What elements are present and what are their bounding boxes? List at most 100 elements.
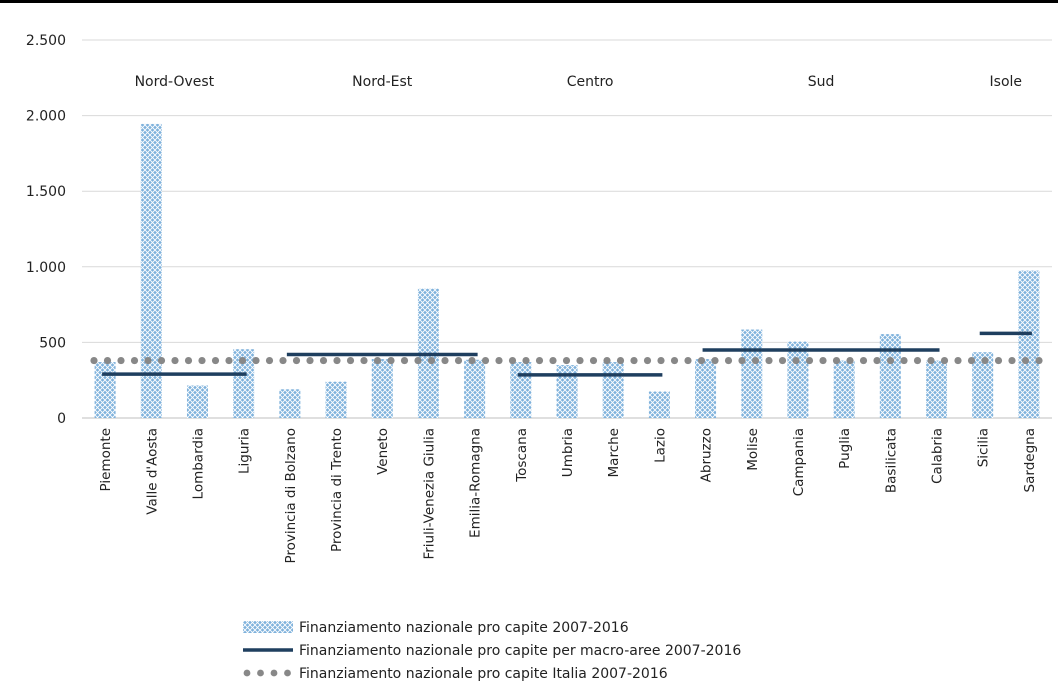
macro-area-lines	[102, 331, 1032, 377]
italy-average-dot	[468, 356, 476, 365]
italy-average-dot	[778, 356, 787, 365]
x-tick-label: Molise	[745, 428, 761, 471]
italy-average-dot	[441, 356, 449, 365]
macro-area-label: Sud	[808, 74, 835, 90]
bar	[972, 352, 994, 418]
bar	[787, 341, 809, 418]
x-tick-label: Lombardia	[190, 428, 206, 499]
italy-average-dot	[427, 356, 436, 365]
italy-average-dot	[684, 356, 692, 365]
italy-average-dot	[360, 356, 368, 365]
italy-average-dot	[387, 356, 395, 365]
x-tick-label: Campania	[791, 428, 807, 496]
italy-average-dot	[832, 356, 841, 365]
italy-average-dot	[103, 356, 112, 365]
italy-average-dot	[171, 356, 179, 365]
bar	[602, 362, 624, 418]
italy-average-dot	[697, 356, 706, 365]
italy-average-dot	[252, 356, 260, 365]
bar	[879, 334, 901, 418]
x-tick-label: Puglia	[837, 428, 853, 469]
italy-average-dot	[562, 356, 571, 365]
italy-average-dot	[319, 356, 328, 365]
italy-average-dot	[535, 356, 544, 365]
x-tick-label: Sardegna	[1022, 428, 1038, 492]
italy-average-dot	[495, 356, 503, 365]
legend-swatch-italy	[284, 669, 291, 677]
bar	[279, 389, 301, 418]
macro-area-label: Isole	[990, 74, 1023, 90]
italy-average-dot	[657, 356, 665, 365]
legend-label: Finanziamento nazionale pro capite Itali…	[299, 666, 668, 682]
italy-average-dot	[927, 356, 935, 365]
x-tick-label: Calabria	[930, 428, 946, 484]
bar	[556, 365, 578, 418]
italy-average-dot	[346, 356, 355, 365]
italy-average-dot	[454, 356, 463, 365]
italy-average-dot	[751, 356, 760, 365]
y-tick-label: 2.500	[26, 33, 66, 49]
x-tick-label: Piemonte	[98, 428, 114, 491]
legend-label: Finanziamento nazionale pro capite 2007-…	[299, 620, 629, 636]
bar	[464, 359, 486, 418]
bar	[140, 123, 162, 418]
x-tick-label: Emilia-Romagna	[468, 428, 484, 538]
italy-average-dot	[144, 356, 152, 365]
italy-average-dot	[508, 356, 517, 365]
italy-average-dot	[724, 356, 733, 365]
y-tick-label: 1.000	[26, 260, 66, 276]
x-axis: Piemonte Valle d'Aosta Lombardia Liguria Pro…	[98, 428, 1038, 564]
italy-average-dot	[333, 356, 341, 365]
legend-swatch-italy	[257, 669, 264, 677]
italy-average-dot	[373, 356, 382, 365]
x-tick-label: Marche	[606, 428, 622, 477]
italy-average-dot	[279, 356, 287, 365]
bar	[741, 329, 763, 418]
bar	[233, 349, 255, 418]
italy-average-dot	[967, 356, 976, 365]
italy-average-dot	[954, 356, 962, 365]
macro-area-label: Centro	[567, 74, 614, 90]
y-tick-label: 500	[39, 335, 66, 351]
bar	[371, 359, 393, 418]
x-tick-label: Basilicata	[883, 428, 899, 493]
legend-swatch-italy	[270, 669, 278, 677]
italy-average-dot	[589, 356, 598, 365]
bar	[1018, 270, 1040, 418]
italy-average-dot	[117, 356, 125, 365]
italy-average-dot	[616, 356, 625, 365]
x-tick-label: Sicilia	[976, 428, 992, 467]
italy-average-dot	[913, 356, 922, 365]
legend-swatch-bars	[243, 621, 293, 633]
italy-average-dot	[711, 356, 719, 365]
italy-average-dot	[225, 356, 233, 365]
legend: Finanziamento nazionale pro capite 2007-…	[243, 620, 741, 682]
italy-average-dot	[130, 356, 139, 365]
italy-average-dot	[265, 356, 274, 365]
italy-average-dot	[940, 356, 949, 365]
italy-average-dot	[198, 356, 206, 365]
italy-average-dot	[90, 356, 98, 365]
italy-average-dot	[873, 356, 881, 365]
italy-average-dot	[994, 356, 1003, 365]
macro-area-label: Nord-Est	[352, 74, 413, 90]
italy-average-dot	[859, 356, 868, 365]
italy-average-dot	[576, 356, 584, 365]
italy-average-dot	[306, 356, 314, 365]
y-axis: 0 500 1.000 1.500 2.000 2.500	[26, 33, 66, 427]
bar	[833, 360, 855, 418]
x-tick-label: Umbria	[560, 428, 576, 477]
italy-average-line	[90, 356, 1043, 365]
italy-average-dot	[981, 356, 989, 365]
italy-average-dot	[481, 356, 490, 365]
italy-average-dot	[400, 356, 409, 365]
italy-average-dot	[738, 356, 746, 365]
bar	[325, 381, 347, 418]
italy-average-dot	[670, 356, 679, 365]
y-tick-label: 2.000	[26, 109, 66, 125]
italy-average-dot	[1035, 356, 1043, 365]
italy-average-dot	[805, 356, 814, 365]
x-tick-label: Valle d'Aosta	[144, 428, 160, 515]
